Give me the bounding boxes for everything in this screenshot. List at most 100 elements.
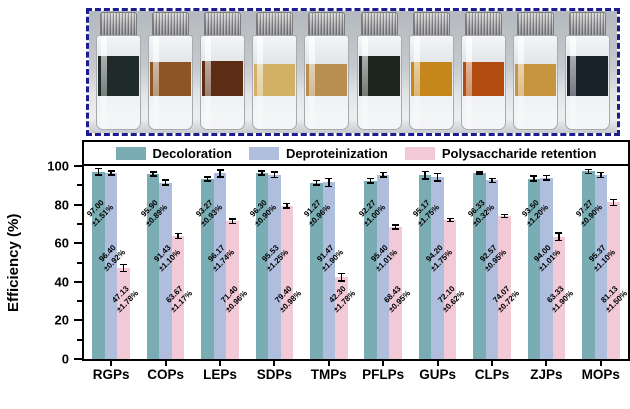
vial-body: [200, 35, 246, 130]
error-bar-cap-bottom: [367, 182, 375, 184]
x-category-label: SDPs: [256, 367, 293, 382]
error-bar-stem: [122, 264, 125, 272]
error-bar-stem: [231, 219, 234, 224]
error-bar-stem: [177, 233, 179, 239]
error-bar-cap-bottom: [216, 176, 224, 178]
x-category-label: CLPs: [474, 367, 510, 382]
error-bar-cap-bottom: [392, 228, 400, 230]
error-bar-stem: [273, 172, 276, 178]
vial-body: [147, 35, 193, 130]
deproteinization-bar: [485, 180, 499, 359]
y-minor-tick: [77, 222, 82, 225]
y-minor-tick: [77, 261, 82, 264]
vial-body: [408, 35, 454, 130]
x-category-label: LEPs: [203, 367, 237, 382]
error-bar-stem: [261, 171, 263, 175]
vial-cap: [360, 12, 398, 36]
legend-item-label: Decoloration: [152, 145, 232, 161]
x-tick: [382, 361, 385, 366]
error-bar-stem: [219, 170, 221, 177]
x-tick: [273, 361, 276, 366]
decoloration-bar: [527, 178, 541, 359]
error-bar-cap-bottom: [597, 176, 605, 179]
vial-9: [511, 12, 561, 132]
decoloration-bar: [473, 173, 486, 359]
error-bar-cap-top: [216, 169, 224, 171]
y-minor-tick: [77, 300, 82, 303]
error-bar-cap-bottom: [325, 185, 333, 188]
vial-cap: [517, 12, 555, 36]
x-tick: [219, 361, 221, 366]
error-bar-stem: [587, 169, 590, 173]
error-bar-cap-top: [501, 213, 508, 216]
error-bar-cap-bottom: [107, 174, 115, 176]
error-bar-stem: [558, 233, 560, 241]
error-bar-cap-bottom: [421, 178, 429, 180]
error-bar-cap-bottom: [95, 174, 103, 176]
error-bar-cap-bottom: [312, 184, 320, 186]
x-tick: [110, 361, 113, 366]
error-bar-cap-bottom: [488, 181, 496, 184]
deproteinization-bar: [376, 174, 390, 359]
error-bar-cap-top: [149, 171, 157, 173]
error-bar-cap-bottom: [337, 280, 345, 282]
error-bar-stem: [164, 180, 167, 185]
decoloration-bar: [255, 173, 269, 359]
polysaccharide-retention-bar: [171, 236, 185, 359]
vial-6: [354, 12, 404, 132]
deproteinization-bar: [594, 174, 608, 359]
error-bar-cap-bottom: [258, 174, 266, 176]
deproteinization-bar: [322, 182, 336, 359]
error-bar-cap-bottom: [149, 175, 157, 177]
y-tick-label: 40: [54, 274, 69, 290]
vial-body: [304, 35, 350, 130]
decoloration-bar: [310, 182, 323, 359]
decoloration-bar: [418, 175, 432, 359]
error-bar-cap-bottom: [434, 180, 442, 182]
decoloration-bar: [146, 173, 160, 359]
vial-liquid: [149, 62, 191, 96]
x-category-label: MOPs: [581, 367, 620, 382]
vial-cap: [151, 12, 189, 36]
polysaccharide-retention-bar: [335, 277, 348, 359]
legend-item-1: Decoloration: [115, 145, 232, 161]
x-category-label: RGPs: [92, 367, 130, 382]
error-bar-cap-top: [312, 179, 320, 182]
error-bar-stem: [424, 171, 426, 179]
error-bar-cap-bottom: [379, 176, 387, 178]
vial-photo: [89, 11, 617, 133]
y-tick-label: 20: [54, 312, 69, 328]
vial-liquid: [567, 56, 609, 96]
vial-cap: [204, 12, 242, 36]
x-tick: [164, 361, 167, 366]
vial-2: [145, 12, 195, 132]
error-bar-cap-top: [542, 174, 550, 177]
error-bar-cap-top: [337, 272, 345, 275]
polysaccharide-retention-bar: [389, 226, 402, 359]
error-bar-cap-bottom: [584, 172, 592, 174]
error-bar-cap-top: [609, 198, 617, 201]
vial-4: [250, 12, 300, 132]
polysaccharide-retention-bar: [117, 268, 130, 359]
decoloration-bar: [364, 180, 377, 359]
polysaccharide-retention-bar: [498, 216, 511, 359]
error-bar-stem: [612, 199, 615, 206]
error-bar-cap-bottom: [162, 184, 170, 186]
error-bar-stem: [315, 180, 318, 185]
error-bar-stem: [97, 168, 100, 175]
y-minor-tick: [77, 338, 82, 341]
x-category-label: ZJPs: [530, 367, 563, 382]
error-bar-cap-bottom: [270, 176, 278, 179]
error-bar-cap-bottom: [204, 180, 211, 182]
error-bar-cap-top: [258, 170, 266, 172]
error-bar-stem: [436, 173, 439, 181]
error-bar-cap-top: [270, 171, 278, 173]
deproteinization-bar: [540, 177, 553, 359]
vial-liquid: [202, 61, 244, 96]
legend-swatch-icon: [249, 146, 279, 160]
error-bar-stem: [449, 218, 451, 222]
error-bar-cap-bottom: [501, 216, 508, 219]
decoloration-bar: [92, 171, 105, 359]
y-minor-tick: [77, 184, 82, 187]
error-bar-cap-bottom: [229, 222, 236, 225]
